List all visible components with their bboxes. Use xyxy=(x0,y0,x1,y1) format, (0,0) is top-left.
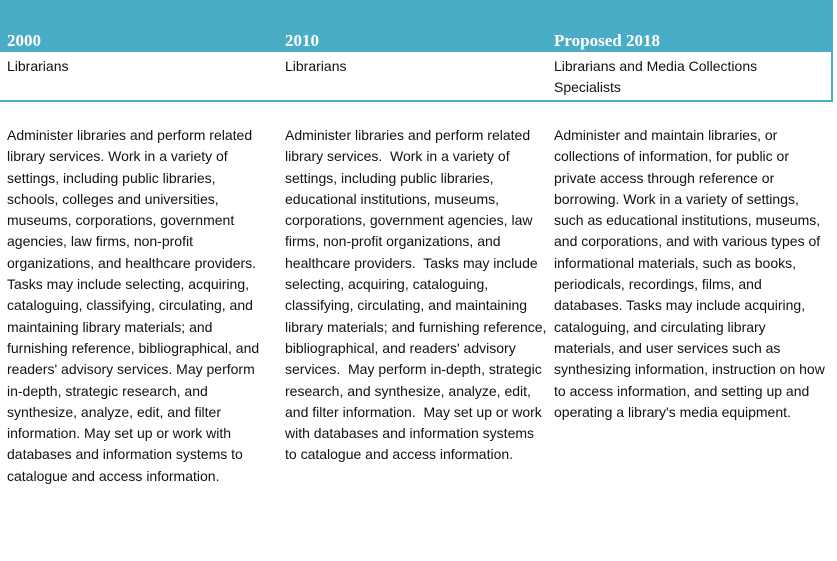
column-header: 2010 xyxy=(285,31,319,50)
header-band xyxy=(0,0,833,52)
description: Administer and maintain libraries, or co… xyxy=(554,127,829,420)
border xyxy=(831,52,833,102)
column-header: Proposed 2018 xyxy=(554,31,660,50)
occupation-title: Librarians and Media Collections Special… xyxy=(554,58,758,95)
occupation-title: Librarians xyxy=(285,58,347,74)
divider xyxy=(0,100,833,102)
column-header: 2000 xyxy=(7,31,41,50)
description: Administer libraries and perform related… xyxy=(7,127,264,484)
description: Administer libraries and perform related… xyxy=(285,127,551,463)
occupation-title: Librarians xyxy=(7,58,69,74)
